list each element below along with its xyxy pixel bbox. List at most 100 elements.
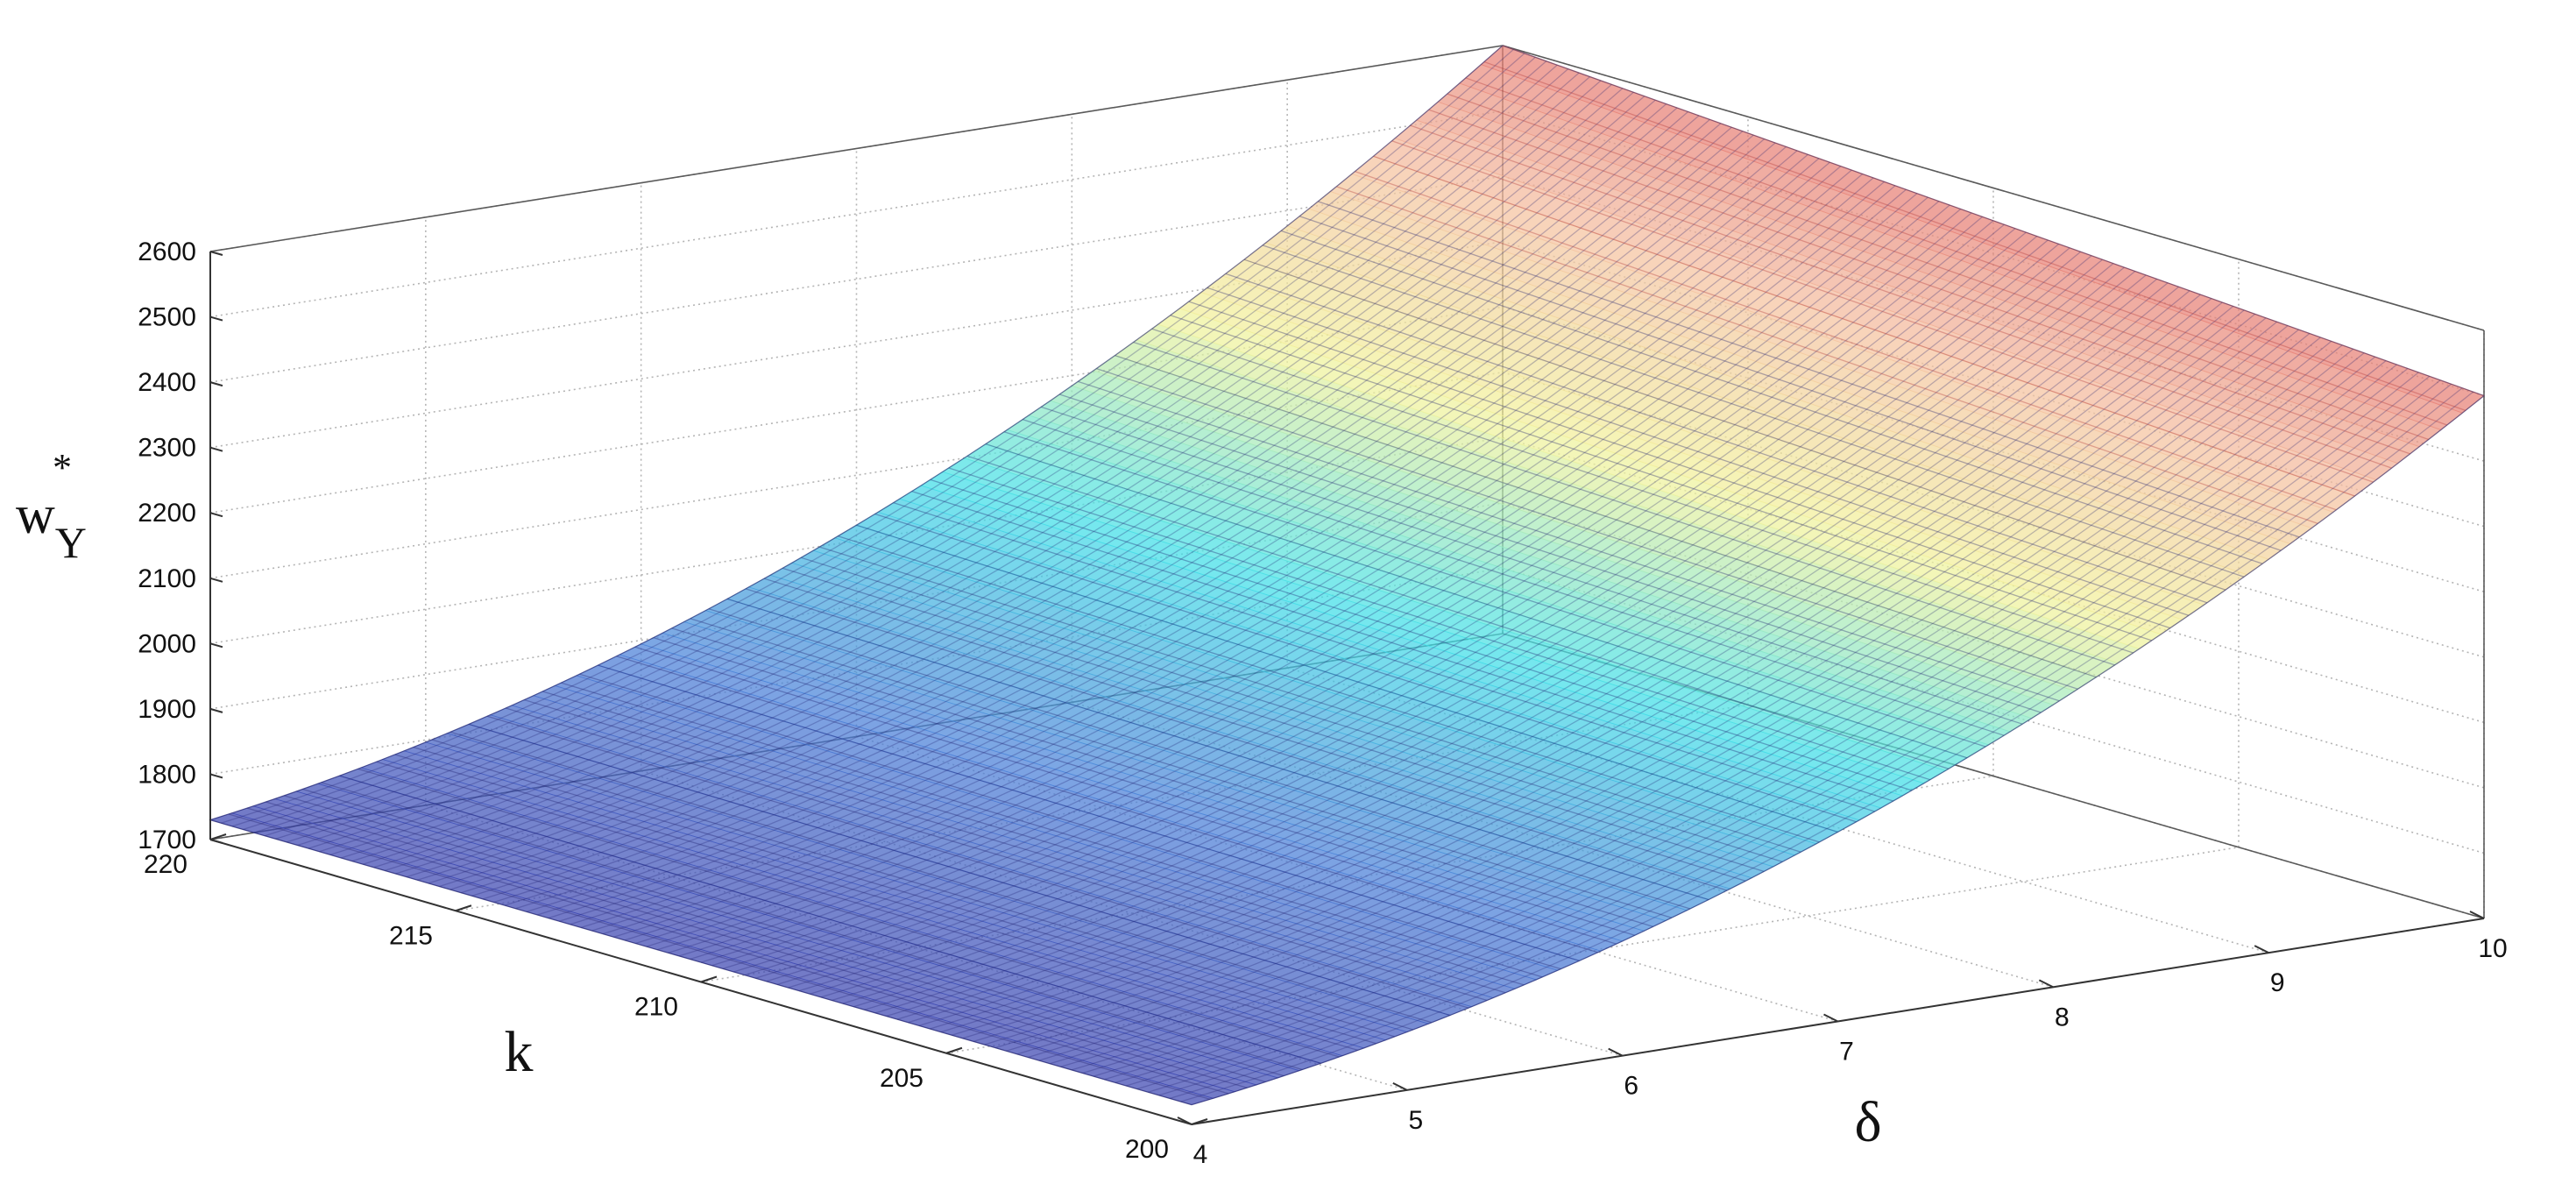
mesh-line (406, 115, 1700, 878)
mesh-line (886, 286, 2180, 1017)
mesh-line (591, 181, 1886, 932)
mesh-line (1082, 356, 2376, 1074)
mesh-line (1050, 344, 2343, 1065)
mesh-line (209, 819, 1192, 1106)
mesh-line (1410, 124, 2392, 469)
mesh-line (1038, 340, 2332, 1061)
mesh-line (908, 294, 2201, 1024)
mesh-line (602, 185, 1896, 935)
mesh-line (524, 698, 1506, 994)
k-tick-label: 205 (880, 1064, 924, 1093)
delta-tick-mark (1392, 1081, 1408, 1091)
mesh-line (339, 775, 1321, 1064)
mesh-line (284, 795, 1266, 1083)
label-layer: 1700 1800 1900 2000 2100 2200 2300 2400 2500 2600… (16, 237, 2508, 1169)
mesh-line (853, 274, 2147, 1008)
mesh-line (911, 490, 1893, 802)
mesh-line (363, 99, 1656, 865)
mesh-line (537, 161, 1830, 916)
mesh-line (471, 138, 1766, 897)
mesh-line (838, 535, 1820, 843)
mesh-line (579, 673, 1561, 970)
mesh-line (1071, 352, 2365, 1071)
delta-tick-mark (2254, 945, 2269, 954)
mesh-line (708, 608, 1691, 910)
mesh-line (286, 72, 1580, 843)
mesh-line (766, 243, 2060, 982)
mesh-line (449, 731, 1433, 1024)
z-tick-mark (209, 773, 223, 779)
delta-tick-label: 6 (1624, 1072, 1638, 1101)
z-tick-label: 2600 (138, 237, 196, 266)
mesh-line (1148, 379, 2441, 1093)
mesh-line (559, 169, 1852, 922)
k-tick-mark (209, 833, 227, 840)
k-tick-mark (945, 1046, 963, 1054)
mesh-line (952, 309, 2245, 1036)
mesh-line (431, 739, 1414, 1031)
k-tick-mark (455, 904, 472, 912)
mesh-line (228, 813, 1211, 1100)
mesh-line (1447, 93, 2430, 441)
z-tick-label: 2200 (138, 499, 196, 528)
mesh-line (1126, 372, 2419, 1087)
mesh-line (1262, 245, 2245, 578)
mesh-line (1180, 391, 2474, 1102)
mesh-line (874, 513, 1857, 823)
mesh-line (308, 80, 1602, 849)
mesh-line (351, 96, 1645, 862)
mesh-line (984, 321, 2278, 1046)
mesh-line (616, 656, 1598, 953)
mesh-line (1373, 155, 2355, 497)
delta-tick-label: 8 (2055, 1003, 2070, 1031)
mesh-line (1093, 360, 2387, 1077)
mesh-line (1318, 201, 2300, 538)
k-axis-title: k (505, 1020, 534, 1084)
mesh-line (1391, 140, 2374, 483)
mesh-line (678, 212, 1972, 957)
mesh-line (580, 177, 1874, 929)
z-tick-mark (209, 642, 223, 649)
mesh-line (842, 270, 2136, 1004)
box-edge (209, 45, 1504, 252)
mesh-line (297, 76, 1591, 847)
surface-layer (208, 45, 2486, 1106)
mesh-line (1299, 216, 2282, 551)
mesh-line (711, 223, 2005, 967)
mesh-line (1016, 332, 2311, 1055)
mesh-line (646, 201, 1940, 947)
z-tick-mark (209, 577, 223, 583)
mesh-line (1104, 364, 2397, 1081)
mesh-line (493, 145, 1787, 904)
mesh-line (613, 188, 1907, 938)
mesh-line (635, 196, 1928, 945)
mesh-line (221, 48, 1514, 824)
mesh-line (1096, 367, 2078, 690)
z-tick-mark (209, 512, 223, 518)
mesh-line (561, 682, 1543, 978)
delta-axis-title: δ (1854, 1090, 1881, 1154)
mesh-line (668, 209, 1962, 953)
mesh-line (1028, 337, 2321, 1059)
mesh-line (1041, 406, 2023, 725)
delta-tick-mark (2469, 911, 2485, 919)
mesh-line (1225, 273, 2208, 604)
mesh-line (856, 524, 1838, 833)
mesh-line (1078, 380, 2060, 702)
mesh-line (1243, 259, 2226, 591)
mesh-line (948, 467, 1931, 781)
k-tick-mark (700, 975, 718, 983)
mesh-line (788, 251, 2082, 989)
mesh-line (1022, 419, 2005, 736)
k-tick-label: 200 (1125, 1135, 1169, 1164)
z-tick-label: 2300 (138, 434, 196, 463)
z-tick-label: 2100 (138, 564, 196, 593)
mesh-line (962, 313, 2256, 1039)
mesh-line (376, 761, 1358, 1052)
z-tick-mark (209, 446, 223, 452)
delta-tick-label: 4 (1193, 1140, 1208, 1169)
mesh-line (1133, 341, 2115, 666)
mesh-line (1280, 230, 2263, 564)
